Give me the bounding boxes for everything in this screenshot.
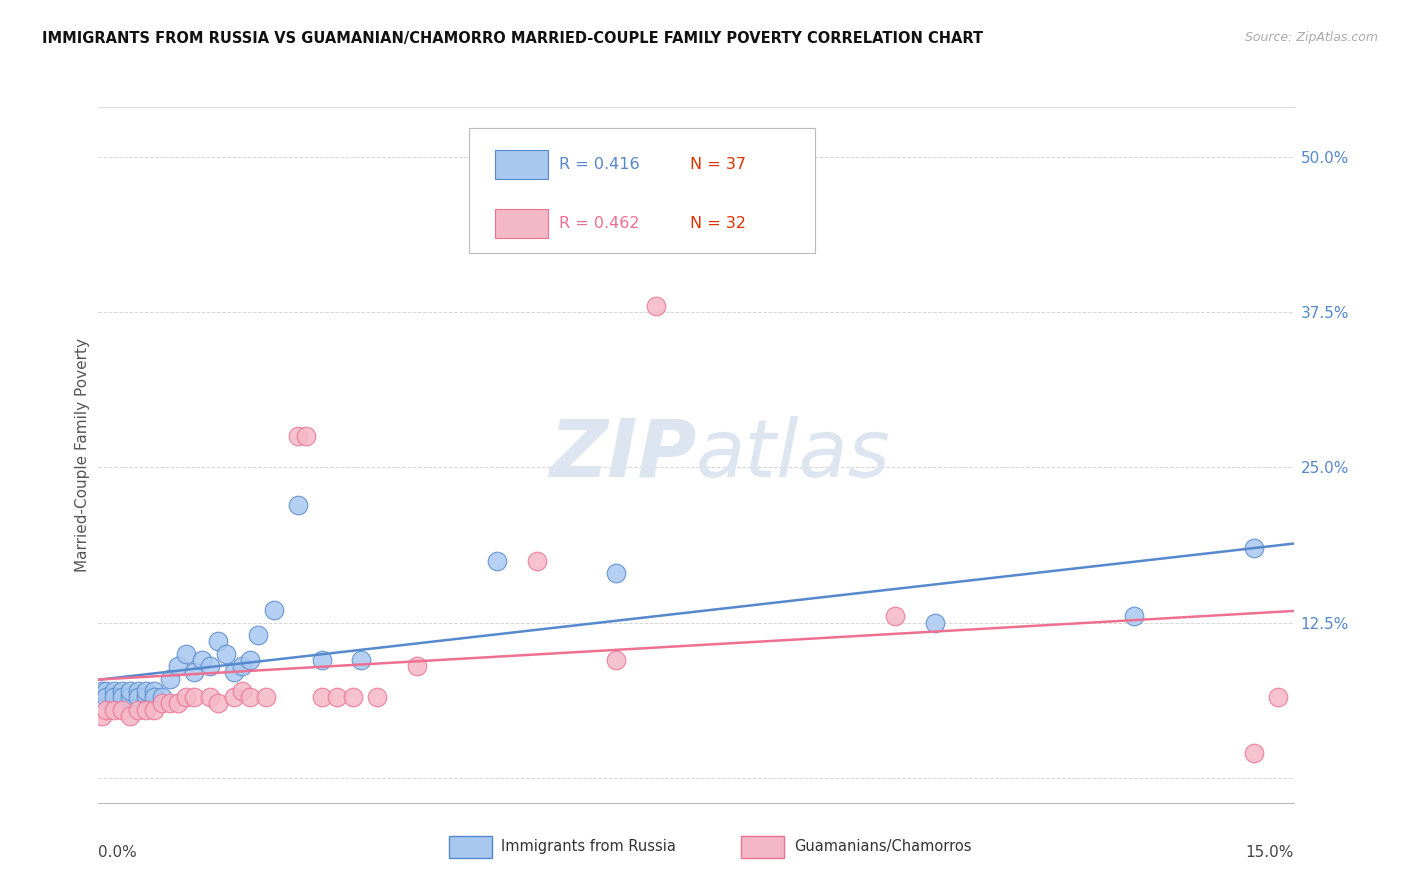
Point — [183, 665, 205, 680]
Point — [342, 690, 364, 705]
Point — [174, 690, 197, 705]
Point — [605, 566, 627, 580]
Point — [127, 684, 149, 698]
Point — [239, 690, 262, 705]
Point — [231, 684, 253, 698]
Point — [884, 609, 907, 624]
Point — [159, 672, 181, 686]
Point — [103, 690, 125, 705]
Point — [198, 659, 221, 673]
Text: IMMIGRANTS FROM RUSSIA VS GUAMANIAN/CHAMORRO MARRIED-COUPLE FAMILY POVERTY CORRE: IMMIGRANTS FROM RUSSIA VS GUAMANIAN/CHAM… — [42, 31, 983, 46]
Point — [231, 659, 253, 673]
Point — [605, 653, 627, 667]
Point — [120, 684, 142, 698]
Point — [1123, 609, 1146, 624]
FancyBboxPatch shape — [741, 836, 785, 858]
Point — [120, 690, 142, 705]
Text: atlas: atlas — [696, 416, 891, 494]
Point — [150, 690, 173, 705]
Point — [111, 684, 134, 698]
Point — [127, 690, 149, 705]
Point — [406, 659, 429, 673]
Point — [103, 684, 125, 698]
Point — [207, 697, 229, 711]
FancyBboxPatch shape — [495, 210, 548, 238]
Text: Guamanians/Chamorros: Guamanians/Chamorros — [794, 839, 972, 855]
Point — [167, 697, 190, 711]
Point — [263, 603, 285, 617]
Point — [167, 659, 190, 673]
Point — [311, 653, 333, 667]
Point — [127, 703, 149, 717]
Point — [350, 653, 373, 667]
Point — [143, 684, 166, 698]
Text: N = 32: N = 32 — [690, 216, 747, 231]
Point — [222, 690, 245, 705]
Point — [111, 690, 134, 705]
Point — [96, 690, 118, 705]
Text: 15.0%: 15.0% — [1246, 845, 1294, 860]
Point — [1243, 541, 1265, 555]
Point — [120, 708, 142, 723]
Point — [143, 703, 166, 717]
Point — [91, 684, 114, 698]
Point — [183, 690, 205, 705]
Point — [287, 429, 309, 443]
Text: R = 0.462: R = 0.462 — [558, 216, 640, 231]
Text: Source: ZipAtlas.com: Source: ZipAtlas.com — [1244, 31, 1378, 45]
Point — [198, 690, 221, 705]
Point — [254, 690, 277, 705]
Point — [135, 703, 157, 717]
Point — [191, 653, 214, 667]
Text: R = 0.416: R = 0.416 — [558, 157, 640, 171]
Point — [924, 615, 946, 630]
Point — [485, 553, 508, 567]
Point — [103, 703, 125, 717]
Point — [96, 684, 118, 698]
Text: ZIP: ZIP — [548, 416, 696, 494]
Point — [287, 498, 309, 512]
Text: Immigrants from Russia: Immigrants from Russia — [501, 839, 676, 855]
FancyBboxPatch shape — [495, 150, 548, 178]
Point — [294, 429, 316, 443]
Point — [222, 665, 245, 680]
Point — [326, 690, 349, 705]
Point — [246, 628, 269, 642]
Point — [135, 690, 157, 705]
Point — [91, 708, 114, 723]
Point — [159, 697, 181, 711]
Point — [645, 299, 668, 313]
FancyBboxPatch shape — [470, 128, 815, 253]
Point — [143, 690, 166, 705]
Y-axis label: Married-Couple Family Poverty: Married-Couple Family Poverty — [75, 338, 90, 572]
Point — [135, 684, 157, 698]
FancyBboxPatch shape — [449, 836, 492, 858]
Point — [215, 647, 238, 661]
Point — [150, 697, 173, 711]
Point — [1243, 746, 1265, 760]
Point — [1267, 690, 1289, 705]
Point — [207, 634, 229, 648]
Point — [174, 647, 197, 661]
Point — [311, 690, 333, 705]
Point — [239, 653, 262, 667]
Point — [366, 690, 388, 705]
Point — [96, 703, 118, 717]
Text: N = 37: N = 37 — [690, 157, 747, 171]
Point — [111, 703, 134, 717]
Point — [526, 553, 548, 567]
Text: 0.0%: 0.0% — [98, 845, 138, 860]
